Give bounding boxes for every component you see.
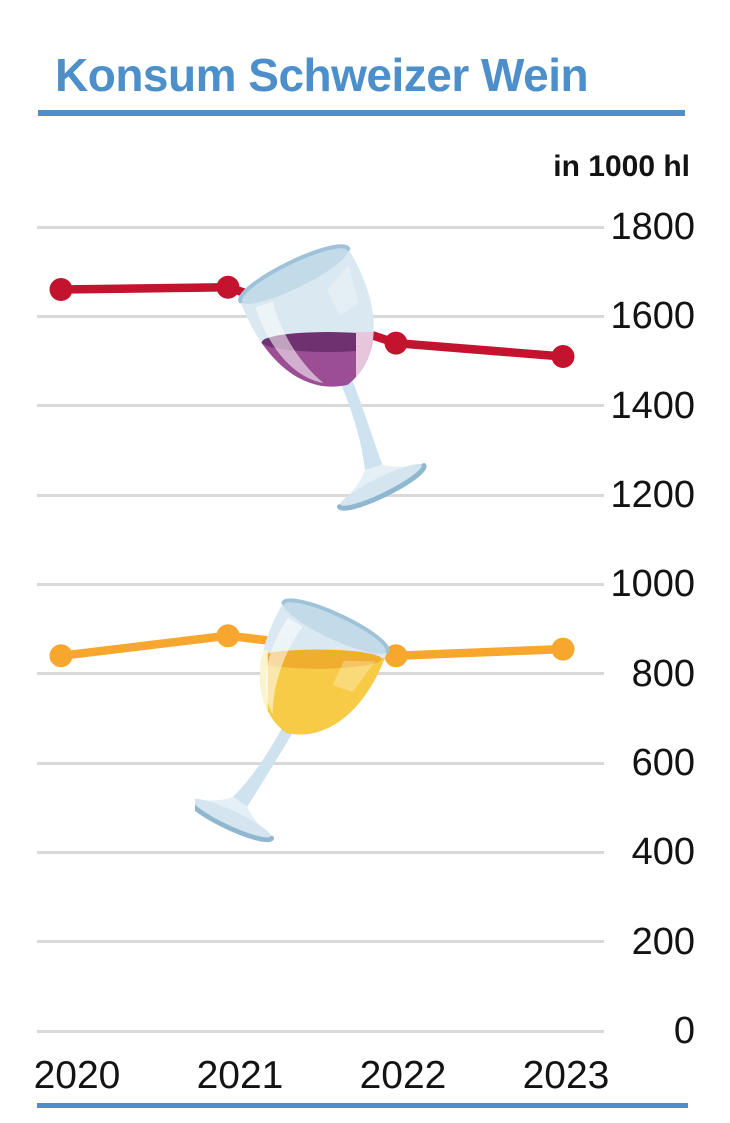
y-tick-label: 400 (631, 831, 695, 874)
glass-foot (339, 464, 425, 509)
data-point-white_wine-2022 (384, 644, 408, 668)
glass-highlight (255, 301, 324, 384)
y-tick-label: 0 (673, 1010, 695, 1052)
glass-highlight-facet (327, 265, 359, 316)
data-point-red_wine-2020 (49, 278, 73, 302)
bottom-rule (37, 1103, 688, 1108)
glass-stem (232, 728, 292, 807)
gridline (37, 404, 604, 408)
y-tick-label: 1600 (610, 295, 695, 338)
y-tick-label: 800 (631, 652, 695, 695)
y-tick-label: 1200 (610, 474, 695, 516)
x-tick-label: 2023 (522, 1054, 610, 1097)
white-wine-highlight-wedge (233, 649, 268, 758)
data-point-red_wine-2022 (384, 331, 408, 355)
glass-rim-edge (238, 244, 351, 304)
y-tick-label: 600 (631, 742, 695, 784)
data-point-white_wine-2020 (49, 644, 73, 668)
gridline (37, 582, 604, 586)
gridline (37, 940, 604, 944)
y-tick-label: 1000 (610, 563, 695, 606)
red-wine-glass-icon (233, 244, 427, 511)
y-tick-label: 1800 (610, 206, 695, 248)
y-tick-label: 200 (631, 920, 695, 963)
title-underline (38, 110, 685, 116)
gridline (37, 225, 604, 229)
glass-rim-edge (281, 598, 390, 654)
unit-label: in 1000 hl (553, 150, 690, 183)
y-tick-label: 1400 (610, 384, 695, 427)
white-wine-body (233, 658, 394, 758)
white-wine-glass-icon (195, 598, 394, 843)
gridline (37, 1029, 604, 1033)
x-tick-label: 2020 (33, 1054, 121, 1097)
x-tick-label: 2022 (359, 1054, 447, 1097)
gridline (37, 761, 604, 765)
page-title: Konsum Schweizer Wein (55, 49, 589, 101)
red-wine-body (233, 342, 403, 412)
glass-highlight (265, 617, 303, 715)
glass-foot-edge (336, 463, 427, 511)
data-point-red_wine-2023 (551, 345, 575, 369)
gridline (37, 493, 604, 497)
data-point-white_wine-2021 (216, 624, 240, 648)
glass-rim-opening (240, 246, 349, 304)
x-tick-label: 2021 (196, 1054, 284, 1097)
data-point-white_wine-2023 (551, 637, 575, 661)
glass-highlight-facet (332, 660, 376, 693)
data-point-red_wine-2021 (216, 275, 240, 299)
glass-stem (341, 381, 383, 470)
gridline (37, 850, 604, 854)
glass-rim-opening (283, 600, 388, 654)
glass-foot-edge (195, 797, 275, 843)
glass-foot (195, 798, 272, 840)
